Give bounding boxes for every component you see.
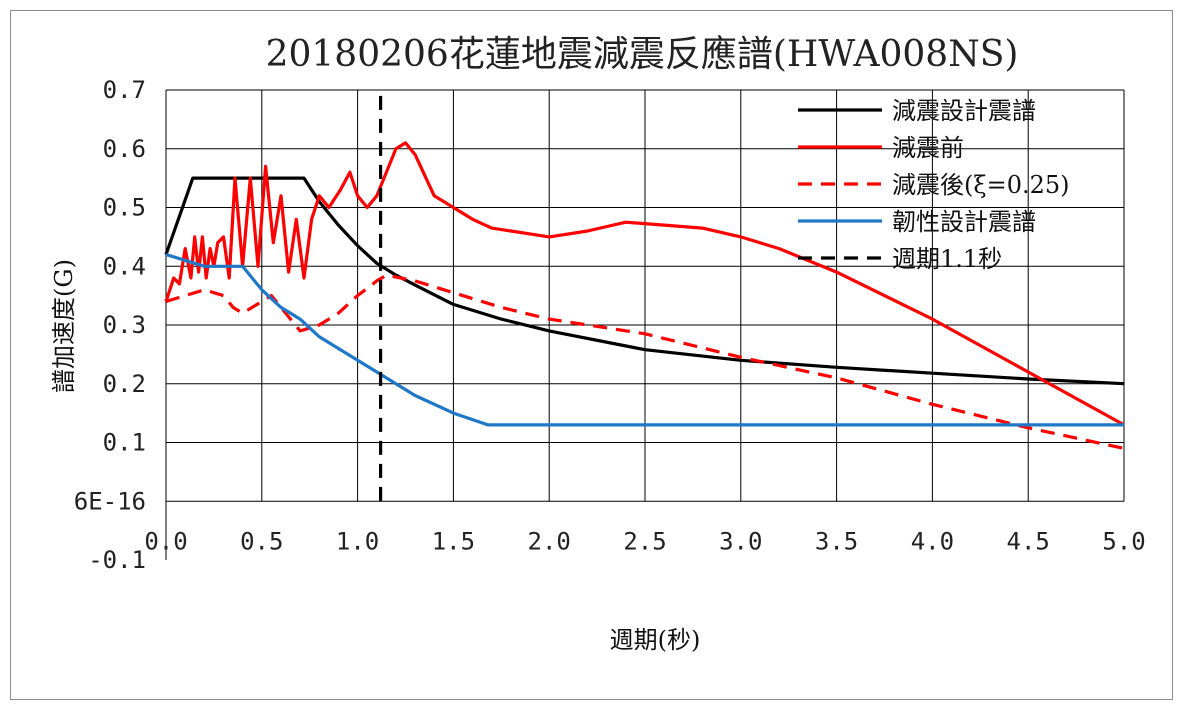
y-tick-label: 0.5 — [103, 194, 146, 222]
legend-label-4: 週期1.1秒 — [892, 245, 1002, 273]
x-tick-label: 4.5 — [1007, 527, 1050, 555]
x-axis-label: 週期(秒) — [610, 626, 701, 654]
y-axis-label: 譜加速度(G) — [50, 259, 78, 393]
x-axis-ticks: 0.0 0.5 1.0 1.5 2.0 2.5 3.0 3.5 4.0 4.5 5.0 — [144, 527, 1145, 555]
y-tick-label: 0.6 — [103, 135, 146, 163]
x-tick-label: 3.0 — [719, 527, 762, 555]
x-tick-label: 0.5 — [240, 527, 283, 555]
y-tick-label: 0.1 — [103, 429, 146, 457]
chart-frame — [10, 10, 1173, 700]
legend-label-2: 減震後(ξ=0.25) — [892, 171, 1070, 199]
y-tick-label: 6E-16 — [74, 487, 146, 515]
y-axis-ticks: 0.7 0.6 0.5 0.4 0.3 0.2 0.1 6E-16 -0.1 — [74, 76, 146, 574]
y-tick-label: 0.2 — [103, 370, 146, 398]
x-tick-label: 4.0 — [911, 527, 954, 555]
x-tick-label: 1.0 — [336, 527, 379, 555]
chart-title: 20180206花蓮地震減震反應譜(HWA008NS) — [266, 34, 1019, 75]
x-tick-label: 2.5 — [623, 527, 666, 555]
series-line-2 — [165, 273, 1125, 450]
y-tick-label: 0.4 — [103, 252, 146, 280]
chart-series — [164, 95, 1125, 508]
series-line-3 — [165, 252, 1124, 427]
x-tick-label: 2.0 — [528, 527, 571, 555]
x-tick-label: 5.0 — [1102, 527, 1145, 555]
x-tick-label: 0.0 — [144, 527, 187, 555]
y-tick-label: 0.7 — [103, 76, 146, 104]
x-tick-label: 1.5 — [432, 527, 475, 555]
series-line-1 — [164, 141, 1125, 427]
y-tick-label: 0.3 — [103, 311, 146, 339]
legend-label-3: 韌性設計震譜 — [892, 208, 1036, 236]
legend-label-1: 減震前 — [892, 134, 964, 162]
y-tick-label: -0.1 — [88, 546, 146, 574]
chart-grid — [165, 89, 1125, 560]
legend-label-0: 減震設計震譜 — [892, 97, 1036, 125]
x-tick-label: 3.5 — [815, 527, 858, 555]
